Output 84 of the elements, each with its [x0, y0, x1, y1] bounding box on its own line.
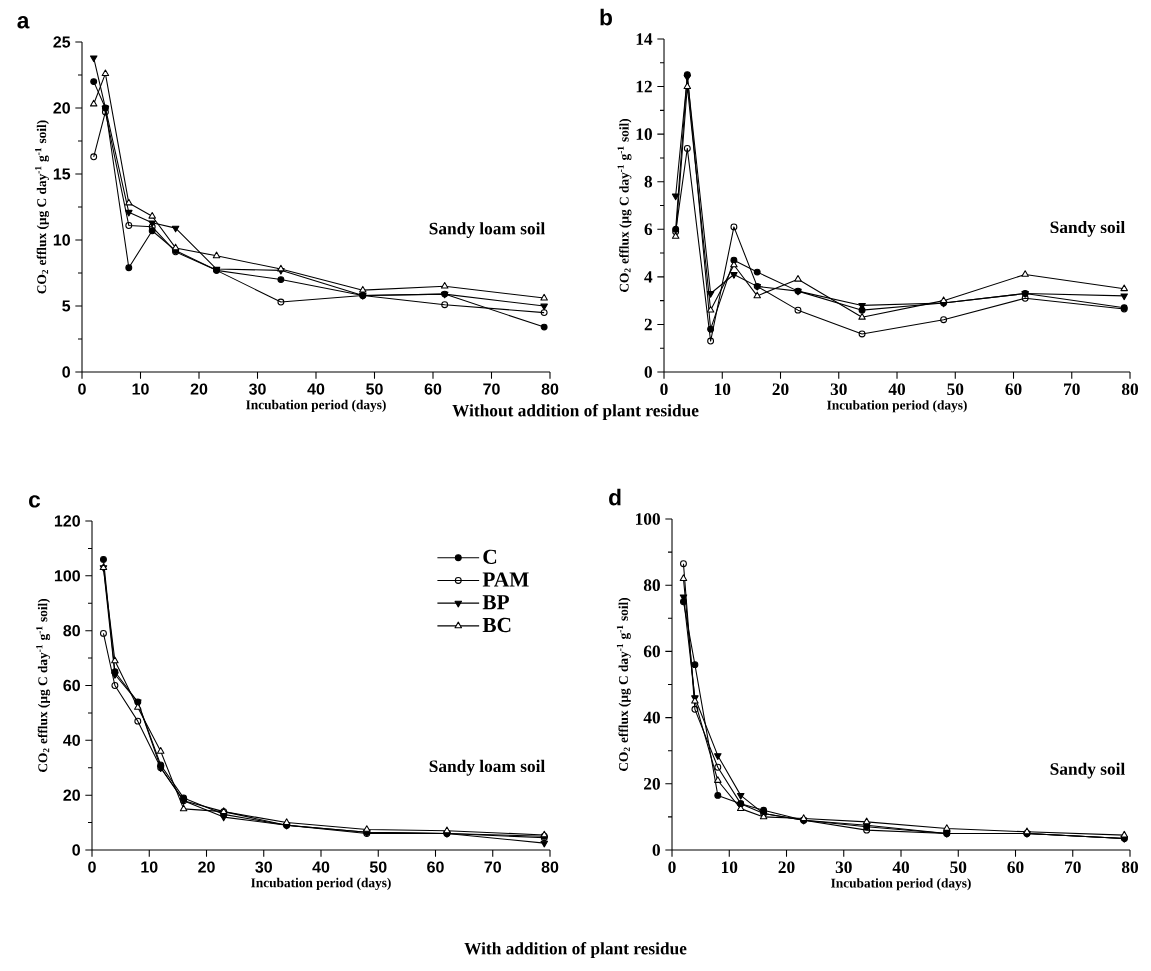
text: Without addition of plant residue [452, 404, 699, 420]
y-tick-label: 12 [636, 80, 652, 93]
y-tick-label: 25 [53, 36, 71, 48]
y-tick-label: 40 [643, 711, 660, 724]
y-tick-label: 80 [643, 579, 660, 592]
x-tick-label: 20 [190, 383, 208, 395]
y-tick-label: 100 [636, 513, 660, 525]
chart-title: d [609, 488, 621, 506]
x-tick-label: 50 [950, 861, 967, 874]
x-tick-label: 20 [778, 861, 795, 874]
x-tick-label: 80 [541, 383, 559, 395]
y-axis-title: CO$_{2}$ efflux (µg C day$^{-1}$ g$^{-1}$ soil) [35, 120, 50, 294]
y-tick-label: 60 [643, 645, 660, 658]
y-tick-label: 14 [636, 33, 653, 45]
y-tick-label: 15 [53, 168, 71, 180]
y-tick-label: 100 [54, 570, 80, 582]
chart-title: a [17, 16, 30, 29]
y-tick-label: 0 [72, 844, 80, 856]
y-tick-label: 10 [636, 128, 652, 140]
x-tick-label: 10 [132, 383, 149, 395]
y-tick-label: 0 [62, 366, 70, 378]
y-tick-label: 60 [63, 679, 80, 692]
legend-label: BC [482, 617, 511, 633]
y-tick-label: 0 [652, 844, 660, 856]
y-axis-title: CO$_{2}$ efflux (µg C day$^{-1}$ g$^{-1}$ soil) [616, 597, 631, 772]
annotation: Sandy loam soil [429, 759, 545, 776]
x-tick-label: 10 [721, 861, 738, 874]
x-tick-label: 70 [484, 861, 501, 873]
x-tick-label: 70 [1065, 861, 1081, 874]
x-tick-label: 0 [88, 861, 96, 873]
x-tick-label: 60 [1005, 383, 1022, 396]
chart-title: c [29, 495, 41, 508]
x-tick-label: 40 [888, 383, 906, 396]
y-tick-label: 20 [63, 789, 80, 801]
x-tick-label: 50 [947, 383, 964, 396]
y-tick-label: 2 [644, 318, 652, 331]
legend-label: BP [482, 595, 509, 610]
y-tick-label: 4 [644, 271, 653, 283]
text: With addition of plant residue [464, 942, 687, 958]
x-tick-label: 50 [366, 383, 383, 395]
annotation: Sandy soil [1050, 762, 1125, 779]
annotation: Sandy loam soil [429, 222, 545, 238]
y-tick-label: 0 [644, 366, 652, 378]
x-tick-label: 70 [1064, 383, 1080, 396]
x-tick-label: 10 [141, 861, 158, 873]
x-tick-label: 60 [427, 861, 444, 873]
y-tick-label: 10 [53, 234, 70, 246]
legend-label: C [483, 549, 497, 564]
x-tick-label: 30 [830, 383, 847, 396]
y-axis-title: CO$_{2}$ efflux (µg C day$^{-1}$ g$^{-1}$ soil) [617, 118, 632, 293]
legend-label: PAM [482, 572, 529, 587]
x-tick-label: 60 [1007, 861, 1024, 874]
y-tick-label: 6 [644, 223, 653, 236]
x-tick-label: 0 [660, 383, 668, 396]
y-tick-label: 5 [62, 300, 71, 312]
x-tick-label: 20 [198, 861, 215, 873]
x-tick-label: 40 [892, 861, 910, 874]
y-tick-label: 120 [54, 515, 80, 527]
x-tick-label: 50 [369, 861, 387, 873]
x-tick-label: 70 [483, 383, 500, 395]
annotation: Sandy soil [1050, 220, 1125, 237]
x-tick-label: 40 [312, 861, 330, 873]
x-tick-label: 30 [255, 861, 272, 873]
y-tick-label: 20 [53, 102, 70, 114]
x-tick-label: 0 [668, 861, 676, 874]
x-tick-label: 10 [714, 383, 731, 396]
x-axis-title: Incubation period (days) [246, 399, 386, 413]
x-axis-title: Incubation period (days) [251, 877, 391, 891]
x-tick-label: 80 [1121, 861, 1139, 874]
x-tick-label: 20 [772, 383, 789, 396]
x-axis-title: Incubation period (days) [827, 400, 967, 413]
x-tick-label: 30 [248, 383, 266, 395]
x-tick-label: 40 [307, 383, 325, 395]
y-axis-title: CO$_{2}$ efflux (µg C day$^{-1}$ g$^{-1}$ soil) [36, 598, 51, 773]
y-tick-label: 8 [644, 175, 653, 188]
x-tick-label: 80 [1121, 383, 1139, 396]
chart-title: b [600, 8, 612, 26]
x-tick-label: 80 [541, 861, 559, 873]
y-tick-label: 20 [644, 777, 660, 790]
x-axis-title: Incubation period (days) [831, 878, 971, 891]
y-tick-label: 80 [63, 625, 80, 637]
y-tick-label: 40 [63, 734, 80, 746]
x-tick-label: 30 [835, 861, 852, 874]
x-tick-label: 60 [424, 383, 442, 395]
